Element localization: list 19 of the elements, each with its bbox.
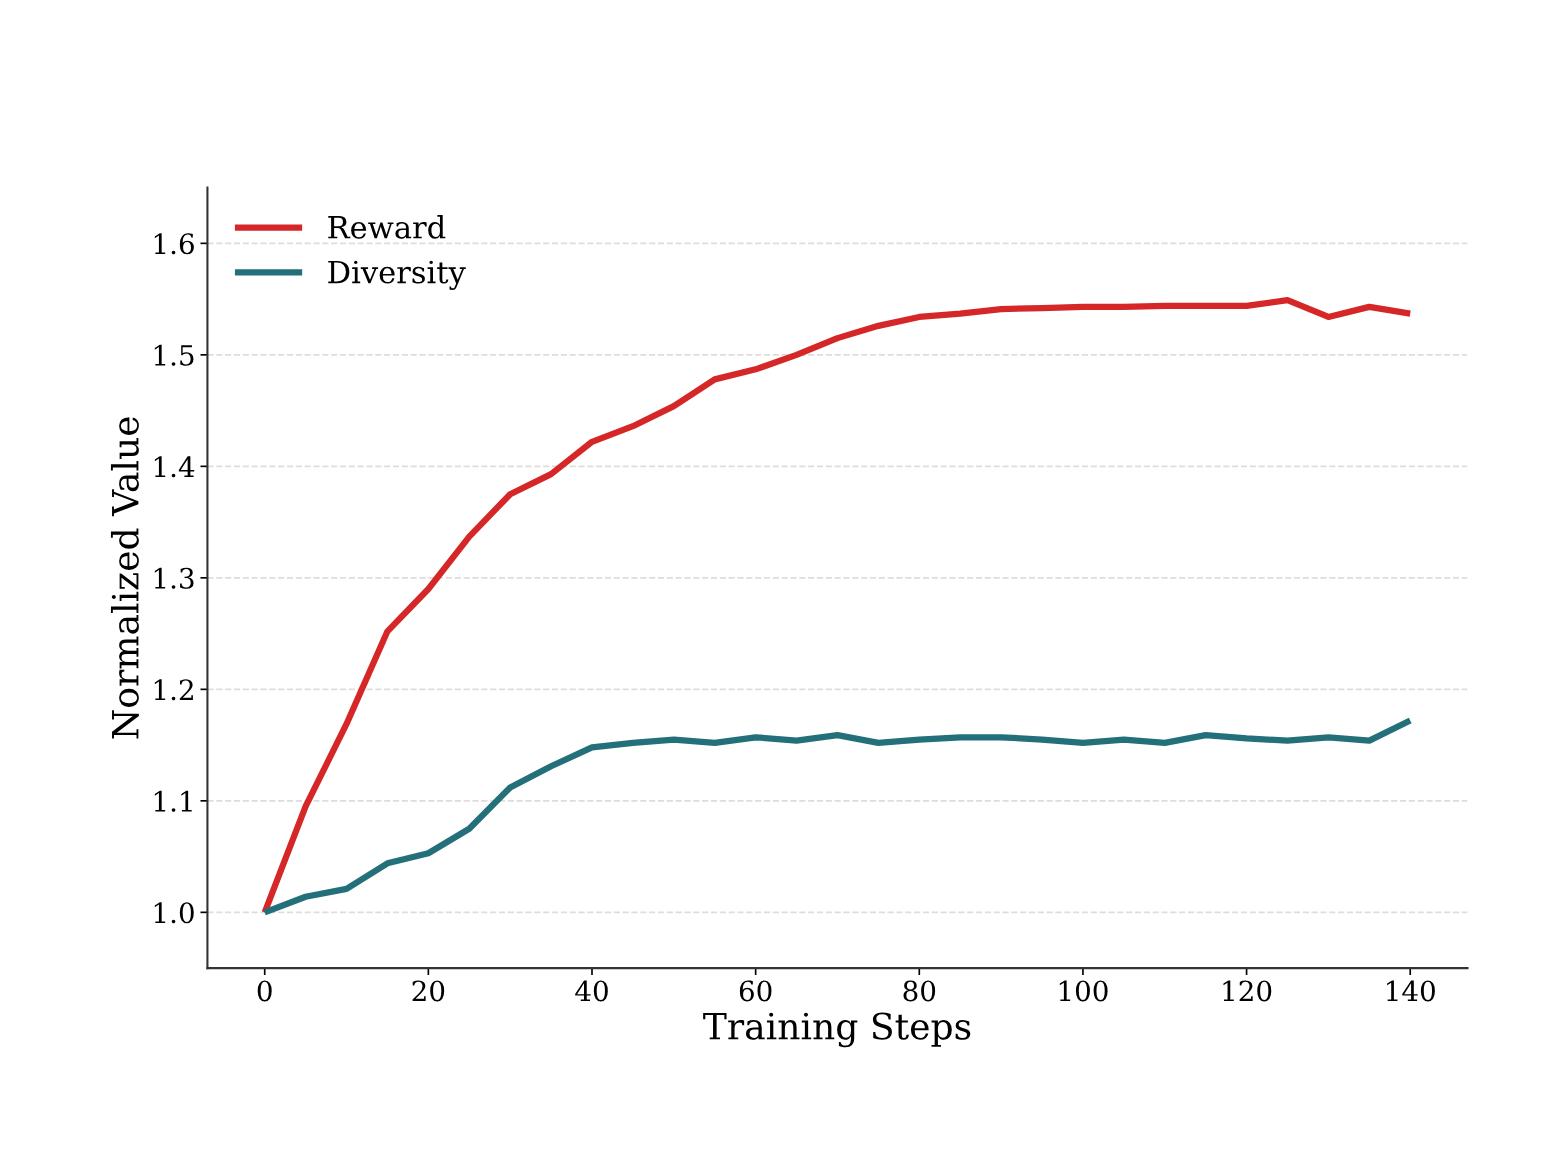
x-tick-label: 120 xyxy=(1223,980,1272,1002)
y-tick-label: 1.1 xyxy=(154,790,192,812)
x-tick-label: 100 xyxy=(1059,980,1108,1002)
y-tick-label: 1.3 xyxy=(154,567,194,589)
y-tick-label: 1.6 xyxy=(154,233,194,255)
x-axis-title: Training Steps xyxy=(703,1012,971,1048)
x-tick-label: 0 xyxy=(257,980,272,1002)
y-tick-label: 1.2 xyxy=(154,679,193,701)
x-tick-label: 80 xyxy=(903,980,936,1002)
legend-label: Diversity xyxy=(328,260,466,290)
x-tick-label: 140 xyxy=(1387,980,1435,1002)
y-axis-title: Normalized Value xyxy=(110,417,139,739)
legend-label: Reward xyxy=(328,215,446,239)
x-tick-label: 60 xyxy=(739,980,772,1002)
y-tick-label: 1.0 xyxy=(154,902,194,924)
y-tick-label: 1.5 xyxy=(154,344,194,366)
x-tick-label: 20 xyxy=(412,980,445,1002)
x-tick-label: 40 xyxy=(575,980,608,1002)
y-tick-label: 1.4 xyxy=(154,456,195,478)
